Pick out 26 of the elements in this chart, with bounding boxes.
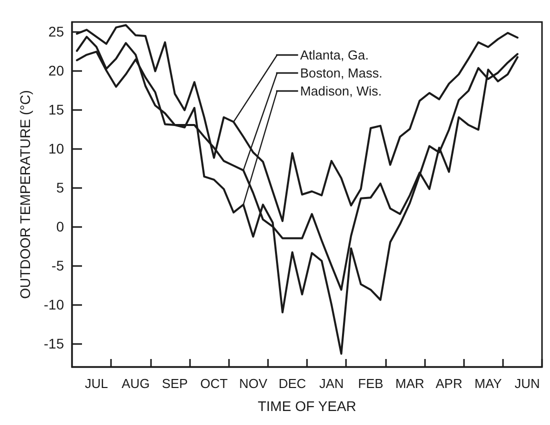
y-tick-label: 10 [48, 140, 64, 156]
y-tick-label: 25 [48, 23, 64, 40]
y-tick-label: 5 [56, 179, 64, 196]
y-tick-label: -5 [52, 258, 64, 274]
x-axis-title: TIME OF YEAR [258, 398, 356, 414]
y-tick-label: -15 [44, 336, 64, 352]
x-tick-label: OCT [200, 376, 228, 391]
legend-label: Madison, Wis. [300, 84, 382, 98]
x-tick-label: JUL [84, 376, 108, 391]
x-tick-label: FEB [358, 376, 384, 391]
x-tick-label: AUG [122, 376, 150, 391]
y-tick-label: 15 [48, 101, 64, 118]
x-tick-label: APR [436, 376, 462, 391]
y-tick-label: -10 [44, 296, 64, 313]
x-tick-label: JAN [319, 376, 344, 391]
x-tick-label: NOV [239, 376, 268, 391]
x-tick-label: MAY [474, 376, 502, 391]
x-tick-label: SEP [162, 376, 188, 391]
legend-label: Atlanta, Ga. [300, 48, 369, 62]
legend-label: Boston, Mass. [300, 66, 382, 80]
y-axis-title: OUTDOOR TEMPERATURE (°C) [17, 90, 33, 299]
x-tick-label: DEC [278, 376, 306, 391]
y-tick-label: 20 [48, 62, 64, 78]
x-tick-label: JUN [514, 376, 540, 391]
y-tick-label: 0 [56, 218, 64, 234]
x-tick-label: MAR [395, 376, 424, 391]
